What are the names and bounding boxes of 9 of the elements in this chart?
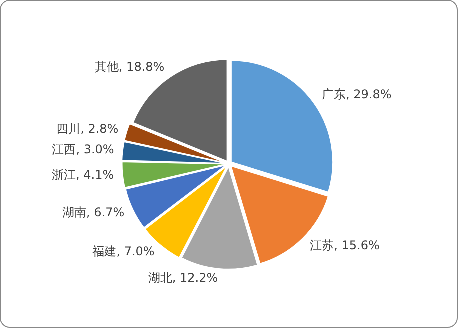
slice-label: 湖北, 12.2% [148,271,218,286]
slice-label: 江西, 3.0% [52,142,114,156]
slice-label: 江苏, 15.6% [310,238,380,252]
slice-label: 湖南, 6.7% [62,206,125,220]
slice-label: 福建, 7.0% [92,244,155,259]
slice-label: 四川, 2.8% [56,122,119,136]
slice-label: 浙江, 4.1% [52,168,114,182]
slice-label: 其他, 18.8% [94,60,165,74]
slice-label: 广东, 29.8% [322,88,392,102]
